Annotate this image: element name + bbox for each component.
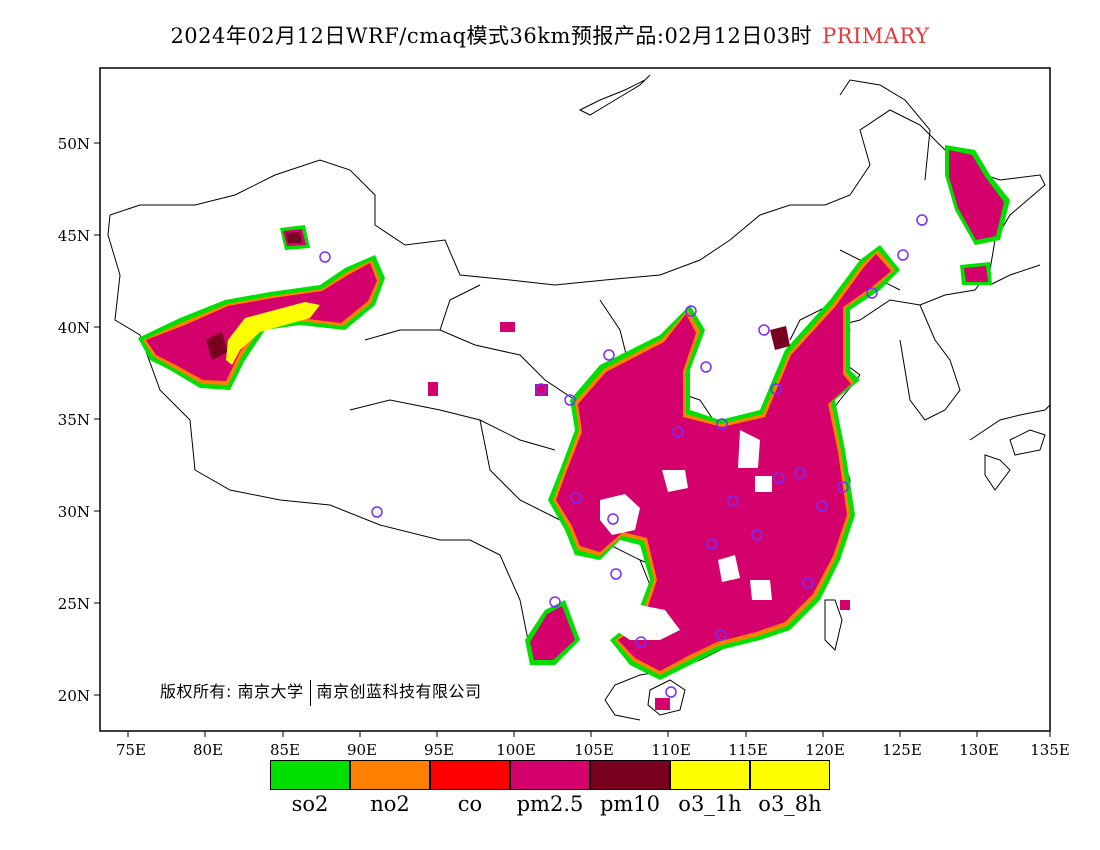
japan (969, 404, 1050, 491)
korea (899, 304, 961, 421)
hainan (647, 679, 686, 716)
copyright-org2: 南京创蓝科技有限公司 (316, 682, 482, 701)
pm10-field (206, 232, 790, 360)
lon-label: 85E (270, 741, 300, 759)
lat-label: 20N (58, 687, 90, 705)
northeast-coast (839, 79, 1041, 286)
legend-label-co: co (457, 792, 483, 816)
legend-swatch-co (430, 760, 510, 790)
map-title: 2024年02月12日WRF/cmaq模式36km预报产品:02月12日03时 P… (0, 20, 1100, 50)
copyright-org1: 南京大学 (237, 682, 304, 701)
legend-swatch-o3-1h (670, 760, 750, 790)
legend-label-o3-1h: o3_1h (678, 792, 742, 816)
plot-border (99, 67, 1051, 732)
primary-tag: PRIMARY (822, 24, 930, 48)
legend-label-pm10: pm10 (599, 792, 661, 816)
lat-label: 40N (58, 319, 90, 337)
legend-swatch-so2 (270, 760, 350, 790)
lon-label: 105E (574, 741, 614, 759)
lon-label: 130E (959, 741, 999, 759)
lat-label: 35N (58, 411, 90, 429)
legend-label-no2: no2 (370, 792, 410, 816)
legend-swatch-pm10 (590, 760, 670, 790)
lat-label: 30N (58, 503, 90, 521)
legend-label-pm25: pm2.5 (516, 792, 584, 816)
lat-label: 50N (58, 135, 90, 153)
so2-halo (138, 145, 1010, 680)
copyright-prefix: 版权所有: (160, 682, 232, 701)
copyright-separator (309, 679, 311, 706)
lon-label: 80E (193, 741, 223, 759)
legend-label-so2: so2 (291, 792, 329, 816)
legend-swatch-pm25 (510, 760, 590, 790)
lat-label: 25N (58, 595, 90, 613)
title-text: 2024年02月12日WRF/cmaq模式36km预报产品:02月12日03时 (170, 24, 813, 48)
lon-label: 125E (882, 741, 922, 759)
axis-ticks (94, 142, 1051, 737)
lon-label: 100E (496, 741, 536, 759)
lon-label: 135E (1030, 741, 1070, 759)
legend-swatch-no2 (350, 760, 430, 790)
clean-areas (600, 430, 772, 640)
lon-label: 115E (728, 741, 768, 759)
lat-label: 45N (58, 227, 90, 245)
copyright-notice: 版权所有: 南京大学 南京创蓝科技有限公司 (160, 678, 482, 706)
lon-label: 120E (805, 741, 845, 759)
legend-label-o3-8h: o3_8h (758, 792, 822, 816)
lake-siberia (578, 74, 651, 116)
station-markers (319, 214, 928, 698)
lon-label: 75E (116, 741, 146, 759)
taiwan (824, 599, 843, 651)
southwest-border (107, 214, 531, 651)
map-content (107, 74, 1050, 721)
lon-labels: 75E 80E 85E 90E 95E 100E 105E 110E 115E … (116, 741, 1070, 759)
lon-label: 110E (651, 741, 691, 759)
legend-swatch-o3-8h (750, 760, 830, 790)
pollution-fields (138, 145, 1010, 710)
lat-labels: 50N 45N 40N 35N 30N 25N 20N (58, 135, 90, 705)
lon-label: 95E (424, 741, 454, 759)
o3-field (226, 302, 320, 365)
lon-label: 90E (347, 741, 377, 759)
pollutant-legend (270, 760, 831, 792)
